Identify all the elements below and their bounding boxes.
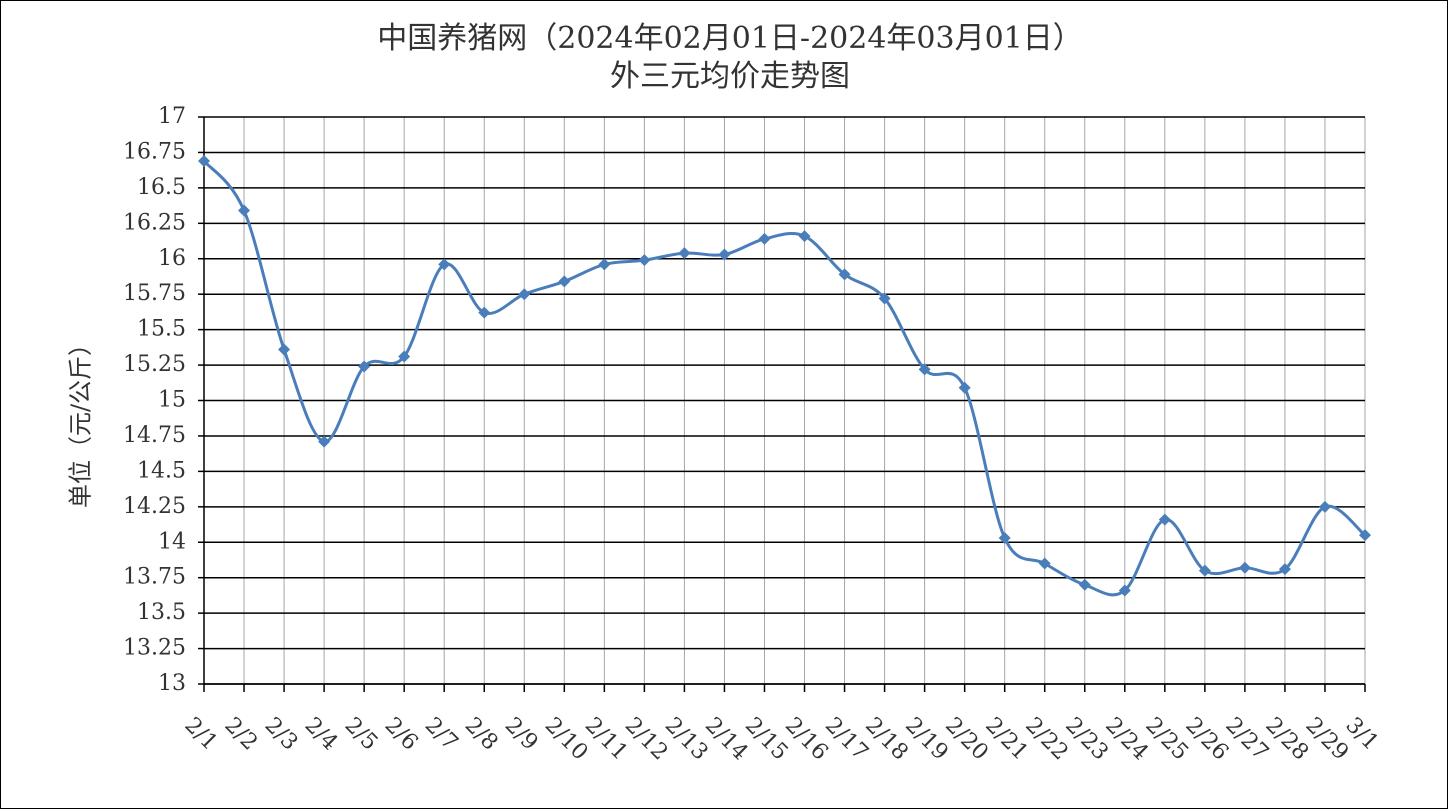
y-tick-label: 15.5: [137, 317, 186, 342]
y-tick-label: 14.25: [123, 494, 186, 519]
marker: [678, 247, 691, 260]
y-tick-label: 14.5: [137, 458, 186, 483]
marker: [878, 292, 891, 305]
marker: [318, 435, 331, 448]
marker: [1118, 584, 1131, 597]
marker: [278, 343, 291, 356]
marker: [438, 258, 451, 271]
y-axis-label: 单位（元/公斤）: [67, 332, 95, 508]
marker: [398, 350, 411, 363]
y-tick-label: 15.25: [123, 352, 186, 377]
marker: [1238, 561, 1251, 574]
chart-title: 中国养猪网（2024年02月01日-2024年03月01日）: [377, 21, 1083, 56]
marker: [238, 204, 251, 217]
chart-subtitle: 外三元均价走势图: [610, 59, 850, 94]
marker: [1198, 564, 1211, 577]
marker: [598, 258, 611, 271]
y-tick-label: 14: [158, 529, 186, 554]
marker: [718, 248, 731, 261]
marker: [758, 232, 771, 245]
marker: [1158, 513, 1171, 526]
y-tick-label: 16.25: [123, 210, 186, 235]
marker: [798, 230, 811, 243]
y-tick-label: 15.75: [123, 281, 186, 306]
marker: [558, 275, 571, 288]
marker: [998, 531, 1011, 544]
marker: [1078, 578, 1091, 591]
y-tick-label: 14.75: [123, 423, 186, 448]
marker: [1318, 500, 1331, 513]
marker: [918, 363, 931, 376]
y-tick-label: 13.5: [137, 600, 186, 625]
y-tick-label: 16.5: [137, 175, 186, 200]
marker: [358, 360, 371, 373]
y-tick-label: 16: [158, 246, 186, 271]
marker: [958, 381, 971, 394]
marker: [1278, 563, 1291, 576]
y-tick-label: 13.25: [123, 636, 186, 661]
marker: [1038, 557, 1051, 570]
marker: [1359, 529, 1371, 542]
marker: [638, 254, 651, 267]
y-tick-label: 13: [158, 671, 186, 696]
marker: [518, 288, 531, 301]
marker: [478, 306, 491, 319]
marker: [198, 154, 210, 167]
y-tick-label: 15: [158, 388, 186, 413]
y-tick-label: 13.75: [123, 565, 186, 590]
y-tick-label: 17: [158, 104, 186, 129]
y-tick-label: 16.75: [123, 139, 186, 164]
marker: [838, 268, 851, 281]
